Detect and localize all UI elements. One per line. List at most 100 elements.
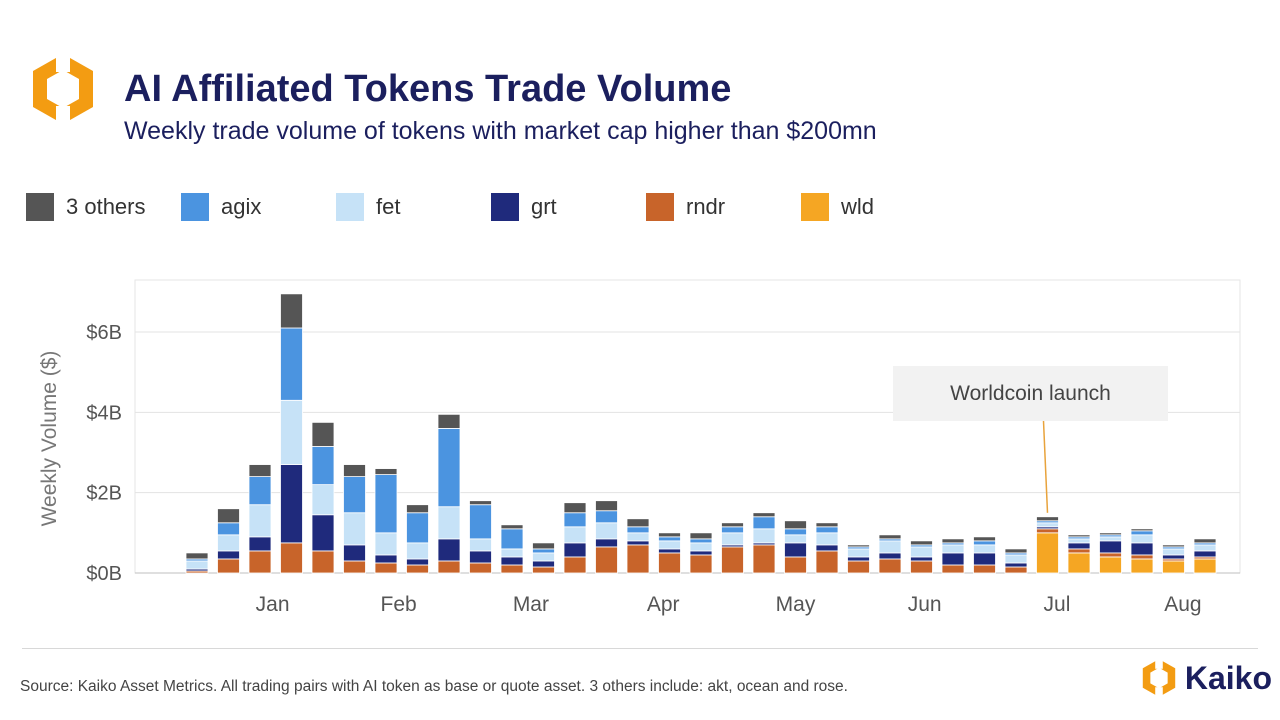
bar-segment-agix	[689, 538, 713, 544]
legend-swatch	[491, 193, 519, 221]
bar-segment-rndr	[437, 560, 461, 574]
bar-segment-rndr	[406, 564, 429, 574]
x-tick-label: Mar	[513, 593, 549, 616]
bar-segment-agix	[784, 528, 807, 536]
bar-segment-grt	[878, 552, 902, 560]
bar-segment-agix	[437, 427, 461, 508]
bar-segment-fet	[280, 399, 303, 465]
bar-segment-agix	[563, 512, 587, 528]
bar-segment-agix	[1130, 530, 1154, 536]
bar-segment-grt	[500, 556, 524, 566]
bar-segment-wld	[1130, 558, 1154, 574]
bar-segment-grt	[374, 554, 398, 564]
bar-segment-3-others	[784, 520, 807, 530]
annotation-line	[1042, 420, 1049, 513]
bar-segment-rndr	[280, 542, 303, 574]
kaiko-logo-icon	[33, 52, 93, 126]
bar-segment-grt	[847, 556, 870, 562]
bar-segment-3-others	[1130, 528, 1154, 532]
bar-segment-wld	[1099, 556, 1122, 574]
bar-segment-agix	[500, 528, 524, 550]
x-tick-label: Feb	[381, 593, 417, 616]
bar-segment-grt	[217, 550, 240, 560]
bar-segment-rndr	[973, 564, 996, 574]
bar-segment-3-others	[311, 421, 335, 447]
x-tick-label: Jun	[908, 593, 942, 616]
bar-segment-rndr	[752, 544, 776, 574]
bar-segment-agix	[311, 446, 335, 486]
bar-segment-fet	[878, 540, 902, 554]
x-tick-label: Jan	[256, 593, 290, 616]
y-tick-label: $2B	[86, 483, 122, 505]
bar-segment-grt	[815, 544, 839, 552]
bar-segment-grt	[658, 548, 681, 554]
legend: 3 others agix fet grt rndr wld	[26, 192, 926, 222]
bar-segment-grt	[626, 540, 650, 546]
bar-segment-3-others	[1162, 544, 1185, 548]
bar-segment-agix	[217, 522, 240, 536]
bar-segment-grt	[595, 538, 618, 548]
bar-segment-fet	[469, 538, 492, 552]
bar-segment-grt	[248, 536, 272, 552]
bar-segment-fet	[941, 544, 965, 554]
bar-segment-grt	[1162, 554, 1185, 560]
bar-segment-rndr	[847, 560, 870, 574]
bar-segment-fet	[185, 560, 209, 570]
bar-segment-3-others	[941, 538, 965, 544]
bar-segment-fet	[973, 544, 996, 554]
bar-segment-rndr	[248, 550, 272, 574]
bar-segment-grt	[973, 552, 996, 566]
bar-segment-3-others	[1004, 548, 1028, 554]
annotation-box	[893, 366, 1168, 421]
bar-segment-3-others	[532, 542, 555, 550]
bar-segment-3-others	[1036, 516, 1059, 522]
x-tick-label: Jul	[1044, 593, 1071, 616]
bar-segment-fet	[721, 532, 744, 546]
source-note: Source: Kaiko Asset Metrics. All trading…	[20, 678, 848, 695]
legend-label: fet	[376, 194, 401, 219]
bar-segment-3-others	[626, 518, 650, 528]
bar-segment-wld	[1067, 552, 1091, 574]
bar-segment-grt	[1099, 540, 1122, 554]
bar-segment-rndr	[1067, 548, 1091, 554]
bar-segment-fet	[1036, 522, 1059, 528]
legend-item-rndr: rndr	[646, 192, 725, 222]
bar-segment-agix	[595, 510, 618, 524]
bar-segment-3-others	[1099, 532, 1122, 536]
legend-item-grt: grt	[491, 192, 557, 222]
bar-segment-rndr	[1099, 552, 1122, 558]
bar-segment-grt	[406, 558, 429, 566]
bar-segment-agix	[752, 516, 776, 530]
bar-segment-wld	[1036, 532, 1059, 574]
bar-segment-rndr	[941, 564, 965, 574]
bar-segment-fet	[784, 534, 807, 544]
bar-segment-rndr	[658, 552, 681, 574]
bar-segment-3-others	[658, 532, 681, 538]
bar-segment-rndr	[343, 560, 366, 574]
annotation-label: Worldcoin launch	[950, 382, 1111, 405]
bar-segment-fet	[1130, 534, 1154, 544]
legend-swatch	[26, 193, 54, 221]
bar-segment-3-others	[878, 534, 902, 540]
y-tick-label: $0B	[86, 563, 122, 585]
bar-segment-rndr	[217, 558, 240, 574]
bar-segment-fet	[910, 546, 933, 558]
bar-segment-fet	[1004, 554, 1028, 564]
y-axis-title: Weekly Volume ($)	[38, 351, 61, 527]
legend-item-agix: agix	[181, 192, 261, 222]
bar-segment-rndr	[1036, 528, 1059, 534]
bar-segment-fet	[595, 522, 618, 540]
bar-segment-agix	[343, 476, 366, 514]
bar-segment-rndr	[1130, 554, 1154, 560]
legend-swatch	[646, 193, 674, 221]
bar-segment-rndr	[910, 560, 933, 574]
bar-segment-fet	[1067, 538, 1091, 544]
bar-segment-fet	[626, 532, 650, 542]
bar-segment-agix	[248, 476, 272, 506]
bar-segment-3-others	[595, 500, 618, 512]
bar-segment-fet	[343, 512, 366, 546]
bar-segment-rndr	[595, 546, 618, 574]
brand-name: Kaiko	[1184, 659, 1272, 696]
bar-segment-3-others	[469, 500, 492, 506]
bar-segment-3-others	[689, 532, 713, 540]
